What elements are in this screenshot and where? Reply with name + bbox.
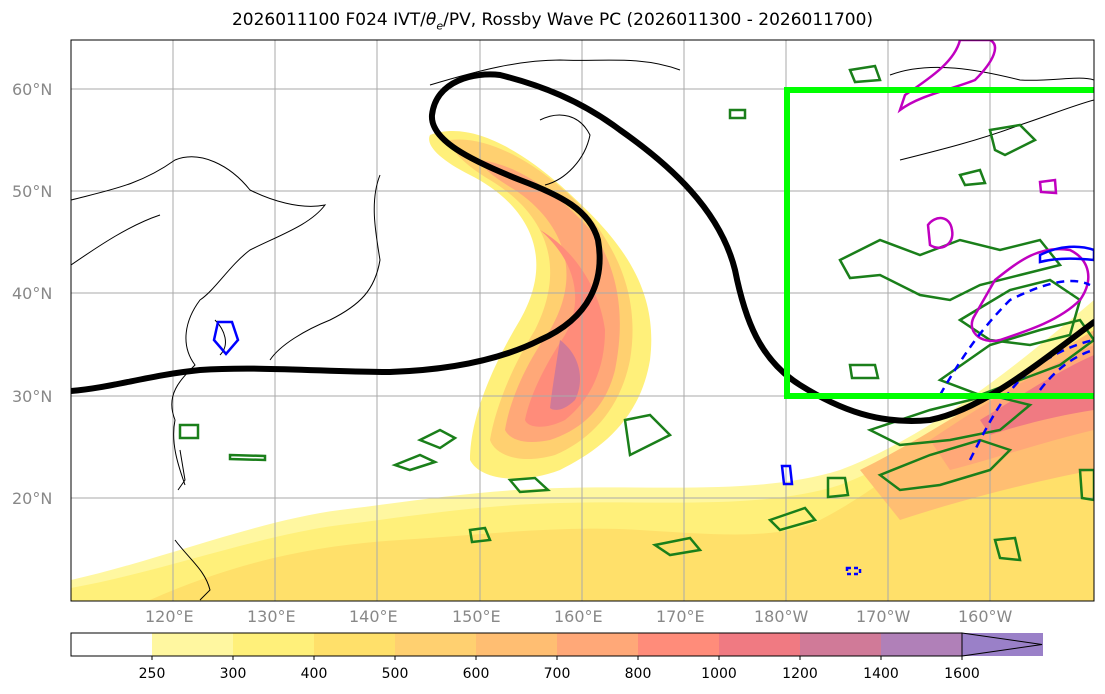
blue-contours <box>212 245 1094 576</box>
colorbar-segment <box>557 633 638 656</box>
colorbar-tick-label: 250 <box>138 666 166 682</box>
map-plot-area <box>71 40 1094 601</box>
green-contours <box>178 64 1094 562</box>
colorbar-tick-label: 700 <box>543 666 571 682</box>
lon-label-160w: 160°W <box>958 607 1013 626</box>
colorbar-segment <box>638 633 719 656</box>
lon-label-120e: 120°E <box>145 607 194 626</box>
colorbar-segment <box>395 633 476 656</box>
colorbar-tick-label: 400 <box>300 666 328 682</box>
colorbar-tick-label: 600 <box>462 666 490 682</box>
lon-label-130e: 130°E <box>247 607 296 626</box>
colorbar-tick-label: 500 <box>381 666 409 682</box>
colorbar-segment <box>800 633 881 656</box>
colorbar-segment <box>476 633 557 656</box>
map-frame <box>70 39 1095 602</box>
colorbar-tick-label: 300 <box>219 666 247 682</box>
colorbar-segment <box>314 633 395 656</box>
colorbar-segment <box>152 633 233 656</box>
highlight-box <box>784 87 1094 399</box>
lon-label-180w: 180°W <box>754 607 809 626</box>
colorbar-segment <box>71 633 152 656</box>
map-title: 2026011100 F024 IVT/θe/PV, Rossby Wave P… <box>231 10 874 33</box>
lon-label-150e: 150°E <box>452 607 501 626</box>
lon-label-160e: 160°E <box>554 607 603 626</box>
colorbar <box>70 632 1043 660</box>
colorbar-tick-label: 1600 <box>944 666 980 682</box>
colorbar-frame <box>70 632 963 657</box>
colorbar-tick-label: 1000 <box>701 666 737 682</box>
lat-label-30n: 30°N <box>12 387 53 406</box>
colorbar-segment <box>719 633 800 656</box>
lon-label-170w: 170°W <box>856 607 911 626</box>
colorbar-tick-label: 1400 <box>863 666 899 682</box>
colorbar-tick-label: 1200 <box>782 666 818 682</box>
lon-label-140e: 140°E <box>349 607 398 626</box>
rossby-wave-path <box>71 71 1094 424</box>
magenta-contours <box>897 40 1090 343</box>
lat-label-50n: 50°N <box>12 182 53 201</box>
colorbar-segment <box>881 633 962 656</box>
lat-label-40n: 40°N <box>12 284 53 303</box>
colorbar-segment <box>233 633 314 656</box>
colorbar-tick-label: 800 <box>624 666 652 682</box>
lon-label-170e: 170°E <box>656 607 705 626</box>
lat-label-20n: 20°N <box>12 489 53 508</box>
lat-label-60n: 60°N <box>12 80 53 99</box>
